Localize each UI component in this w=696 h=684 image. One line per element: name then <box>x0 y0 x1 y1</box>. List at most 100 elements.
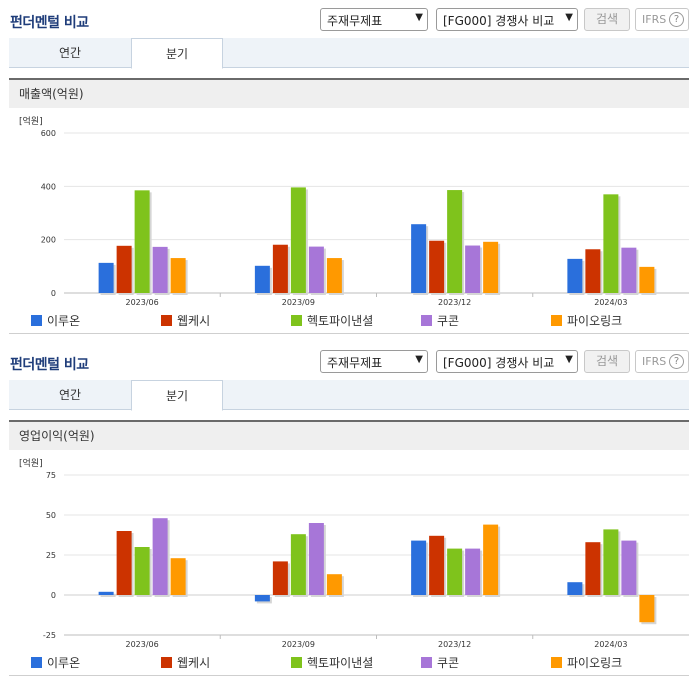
statement-select[interactable]: 주재무제표 ▼ <box>320 350 428 373</box>
y-tick-label: 600 <box>41 129 56 138</box>
legend-label: 웹케시 <box>177 656 211 670</box>
x-tick-label: 2023/12 <box>438 298 471 307</box>
chevron-down-icon: ▼ <box>415 354 423 365</box>
chart-section-title: 영업이익(억원) <box>9 420 689 450</box>
operating-profit-panel: 펀더멘털 비교 주재무제표 ▼ [FG000] 경쟁사 비교 ▼ 검색 IFRS… <box>0 342 696 676</box>
bar <box>639 595 655 623</box>
chevron-down-icon: ▼ <box>565 354 573 365</box>
bar <box>326 258 342 293</box>
search-button[interactable]: 검색 <box>584 350 630 373</box>
y-tick-label: 0 <box>51 591 56 600</box>
bar <box>465 245 481 293</box>
legend-label: 쿠콘 <box>437 314 460 328</box>
legend-swatch <box>421 657 432 668</box>
tab-annual[interactable]: 연간 <box>58 388 82 402</box>
peer-group-select[interactable]: [FG000] 경쟁사 비교 ▼ <box>436 8 578 31</box>
bar <box>254 595 270 602</box>
legend-label: 웹케시 <box>177 314 211 328</box>
x-tick-label: 2024/03 <box>594 640 627 649</box>
help-icon[interactable]: ? <box>669 354 684 369</box>
bar <box>567 258 583 293</box>
peer-group-select-value: [FG000] 경쟁사 비교 <box>443 14 555 28</box>
bar <box>483 524 499 595</box>
bar <box>603 529 619 595</box>
legend-label: 이루온 <box>47 656 81 670</box>
legend-item: 이루온 <box>31 654 80 671</box>
bar <box>429 240 445 293</box>
y-tick-label: 0 <box>51 289 56 298</box>
bar <box>170 558 186 595</box>
x-tick-label: 2024/03 <box>594 298 627 307</box>
tab-quarter[interactable]: 분기 <box>131 38 223 69</box>
bar <box>116 531 132 595</box>
legend-swatch <box>551 657 562 668</box>
x-tick-label: 2023/09 <box>282 640 315 649</box>
search-button[interactable]: 검색 <box>584 8 630 31</box>
panel-header: 펀더멘털 비교 주재무제표 ▼ [FG000] 경쟁사 비교 ▼ 검색 IFRS… <box>0 342 696 380</box>
period-tabs: 연간 분기 <box>9 380 689 411</box>
bar <box>483 241 499 293</box>
bar <box>447 190 463 293</box>
help-icon[interactable]: ? <box>669 12 684 27</box>
tab-quarter[interactable]: 분기 <box>131 380 223 411</box>
bar <box>621 247 637 293</box>
bar <box>170 258 186 293</box>
statement-select[interactable]: 주재무제표 ▼ <box>320 8 428 31</box>
legend-swatch <box>291 657 302 668</box>
ifrs-button[interactable]: IFRS ? <box>635 8 689 31</box>
bar <box>447 548 463 595</box>
bar <box>411 224 427 293</box>
chart-section-title: 매출액(억원) <box>9 78 689 108</box>
legend-swatch <box>291 315 302 326</box>
y-tick-label: 200 <box>41 236 56 245</box>
bar <box>152 246 168 293</box>
tab-annual[interactable]: 연간 <box>58 46 82 60</box>
x-tick-label: 2023/06 <box>126 640 159 649</box>
legend-swatch <box>421 315 432 326</box>
ifrs-button[interactable]: IFRS ? <box>635 350 689 373</box>
legend-label: 헥토파이낸셜 <box>307 314 374 328</box>
bar <box>603 194 619 293</box>
panel-header: 펀더멘털 비교 주재무제표 ▼ [FG000] 경쟁사 비교 ▼ 검색 IFRS… <box>0 0 696 38</box>
bar <box>411 540 427 595</box>
y-tick-label: 50 <box>46 511 56 520</box>
y-tick-label: 400 <box>41 182 56 191</box>
operating-profit-chart-svg: [억원] -25 0 25 50 75 2023/06 2023/09 2023/12 2024/… <box>19 457 689 649</box>
bar <box>308 523 324 595</box>
bar <box>567 582 583 595</box>
legend-swatch <box>161 315 172 326</box>
chart-legend: 이루온 웹케시 헥토파이낸셜 쿠콘 파이오링크 <box>9 312 689 330</box>
period-tabs: 연간 분기 <box>9 38 689 69</box>
bar <box>134 547 150 595</box>
legend-swatch <box>31 657 42 668</box>
legend-swatch <box>31 315 42 326</box>
y-unit-label: [억원] <box>19 115 43 127</box>
legend-label: 헥토파이낸셜 <box>307 656 374 670</box>
bar <box>465 548 481 595</box>
bar <box>308 246 324 293</box>
legend-item: 파이오링크 <box>551 312 622 329</box>
bar <box>272 244 288 293</box>
legend-item: 웹케시 <box>161 312 210 329</box>
x-tick-label: 2023/12 <box>438 640 471 649</box>
y-tick-label: -25 <box>43 631 56 640</box>
peer-group-select[interactable]: [FG000] 경쟁사 비교 ▼ <box>436 350 578 373</box>
legend-item: 파이오링크 <box>551 654 622 671</box>
revenue-chart: [억원] 0 200 400 600 2023/06 2023/09 2023/12 2024/… <box>9 108 689 334</box>
y-unit-label: [억원] <box>19 457 43 469</box>
bar <box>639 266 655 293</box>
bar <box>621 540 637 595</box>
ifrs-label: IFRS <box>642 355 667 368</box>
legend-item: 헥토파이낸셜 <box>291 654 373 671</box>
panel-title: 펀더멘털 비교 <box>10 357 89 373</box>
statement-select-value: 주재무제표 <box>327 14 383 28</box>
ifrs-label: IFRS <box>642 13 667 26</box>
x-tick-label: 2023/06 <box>126 298 159 307</box>
legend-item: 쿠콘 <box>421 654 459 671</box>
legend-swatch <box>161 657 172 668</box>
bar <box>98 591 114 595</box>
legend-label: 쿠콘 <box>437 656 460 670</box>
statement-select-value: 주재무제표 <box>327 356 383 370</box>
legend-label: 파이오링크 <box>567 314 623 328</box>
bar <box>272 561 288 595</box>
